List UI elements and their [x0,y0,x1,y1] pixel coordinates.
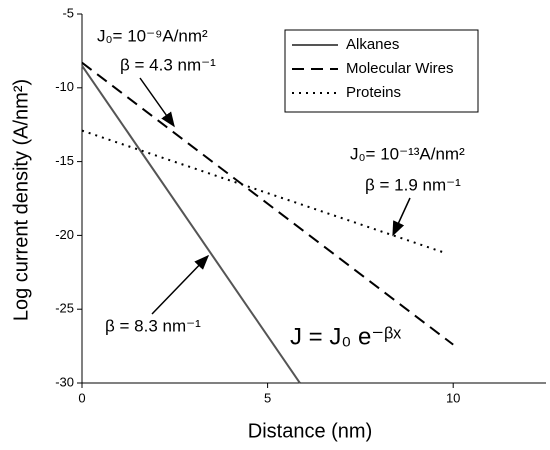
arrow [151,254,210,315]
y-tick-label: -20 [55,227,74,242]
annotation: β = 8.3 nm⁻¹ [105,316,201,335]
legend-label: Proteins [346,84,401,101]
x-tick-label: 10 [446,390,460,405]
annotation: β = 4.3 nm⁻¹ [120,55,216,74]
data-line [81,65,301,384]
arrow [139,77,175,128]
x-tick-label: 5 [264,390,271,405]
y-tick-label: -15 [55,153,74,168]
x-axis-label: Distance (nm) [248,420,372,442]
data-line [81,129,447,255]
annotation: J₀= 10⁻⁹A/nm² [97,26,208,45]
legend-label: Alkanes [346,36,399,53]
y-tick-label: -10 [55,79,74,94]
legend [284,29,479,113]
legend-label: Molecular Wires [346,60,454,77]
arrow [392,197,411,237]
x-tick-label: 0 [78,390,85,405]
y-tick-label: -25 [55,301,74,316]
equation: J = J₀ e⁻ᵝˣ [290,323,401,350]
annotation: β = 1.9 nm⁻¹ [365,175,461,194]
y-tick-label: -5 [62,5,74,20]
data-line [81,61,454,346]
y-axis-label: Log current density (A/nm²) [10,79,32,321]
y-tick-label: -30 [55,374,74,389]
annotation: J₀= 10⁻¹³A/nm² [350,144,465,163]
